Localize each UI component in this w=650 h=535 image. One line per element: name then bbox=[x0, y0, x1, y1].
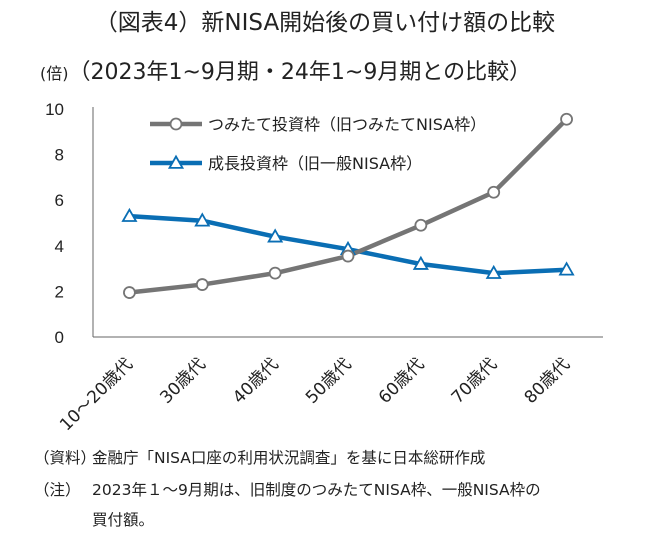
series-markers bbox=[121, 112, 575, 299]
footnote-label: （注） bbox=[34, 481, 81, 499]
data-point bbox=[414, 218, 428, 232]
y-tick-label: 0 bbox=[55, 328, 64, 347]
data-point bbox=[195, 278, 209, 291]
data-point bbox=[558, 261, 575, 276]
data-point bbox=[487, 185, 501, 199]
x-tick-label: 30歳代 bbox=[156, 354, 209, 407]
data-point bbox=[341, 249, 355, 263]
x-tick-label: 70歳代 bbox=[448, 354, 501, 407]
data-point bbox=[194, 212, 211, 227]
data-point bbox=[485, 264, 502, 279]
footnote-line-2: 買付額。 bbox=[92, 511, 155, 529]
y-tick-label: 6 bbox=[55, 191, 64, 210]
source-text: 金融庁「NISA口座の利用状況調査」を基に日本総研作成 bbox=[92, 449, 486, 467]
axes bbox=[92, 107, 603, 338]
x-tick-label: 10～20歳代 bbox=[56, 354, 137, 435]
source-note: （資料）金融庁「NISA口座の利用状況調査」を基に日本総研作成 bbox=[34, 446, 485, 470]
data-point bbox=[167, 154, 185, 169]
chart-title: （図表4）新NISA開始後の買い付け額の比較 bbox=[94, 10, 556, 36]
series-lines bbox=[129, 117, 569, 295]
legend-label: 成長投資枠（旧一般NISA枠） bbox=[208, 154, 422, 173]
footnote-line-1: 2023年１～9月期は、旧制度のつみたてNISA枠、一般NISA枠の bbox=[92, 481, 541, 499]
chart-subtitle-row: (倍)（2023年1~9月期・24年1~9月期との比較） bbox=[0, 58, 650, 89]
x-tick-label: 40歳代 bbox=[229, 354, 282, 407]
y-tick-labels: 0 2 4 6 8 10 bbox=[45, 100, 64, 347]
data-point bbox=[123, 286, 136, 299]
footnote: （注） 2023年１～9月期は、旧制度のつみたてNISA枠、一般NISA枠の bbox=[34, 478, 541, 502]
series-line-1 bbox=[129, 117, 569, 295]
x-tick-label: 50歳代 bbox=[302, 354, 355, 407]
y-tick-label: 4 bbox=[55, 237, 64, 256]
legend-label: つみたて投資枠（旧つみたてNISA枠） bbox=[208, 115, 486, 134]
x-tick-label: 80歳代 bbox=[521, 354, 574, 407]
data-point bbox=[560, 112, 573, 126]
legend: つみたて投資枠（旧つみたてNISA枠） 成長投資枠（旧一般NISA枠） bbox=[150, 115, 486, 173]
data-point bbox=[267, 228, 284, 243]
chart-subtitle: （2023年1~9月期・24年1~9月期との比較） bbox=[68, 60, 532, 85]
y-tick-label: 8 bbox=[55, 146, 64, 165]
x-tick-label: 60歳代 bbox=[375, 354, 428, 407]
source-label: （資料） bbox=[34, 449, 97, 467]
data-point bbox=[169, 117, 183, 131]
data-point bbox=[268, 266, 282, 280]
data-point bbox=[121, 207, 138, 222]
y-tick-label: 2 bbox=[55, 282, 64, 301]
data-point bbox=[412, 255, 429, 270]
y-axis-unit: (倍) bbox=[40, 64, 69, 83]
y-tick-label: 10 bbox=[45, 100, 64, 119]
x-tick-labels: 10～20歳代 30歳代 40歳代 50歳代 60歳代 70歳代 80歳代 bbox=[56, 354, 574, 435]
